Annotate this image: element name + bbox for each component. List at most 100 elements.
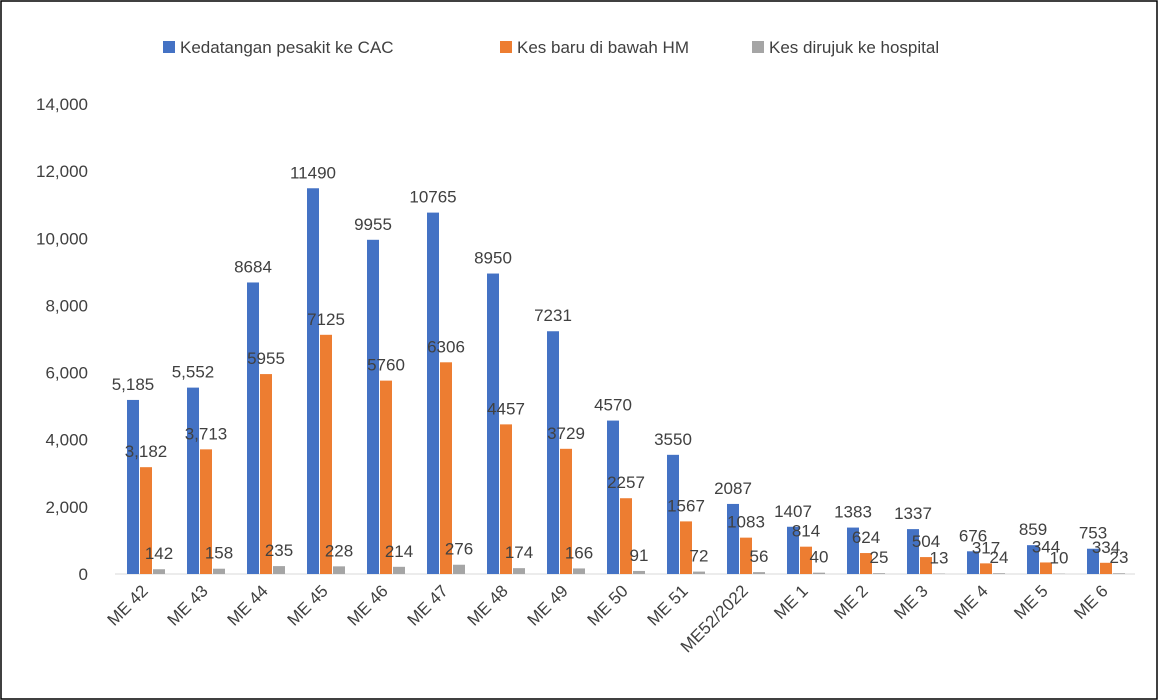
data-label: 4570 (594, 396, 632, 415)
data-label: 24 (990, 548, 1009, 567)
data-label: 2257 (607, 473, 645, 492)
data-label: 7231 (534, 306, 572, 325)
bar (200, 449, 212, 574)
data-label: 624 (852, 528, 880, 547)
bar (787, 526, 799, 574)
bar (367, 239, 379, 574)
legend-label: Kedatangan pesakit ke CAC (180, 38, 394, 57)
data-label: 166 (565, 543, 593, 562)
bar (380, 380, 392, 574)
bar (920, 557, 932, 574)
bar (260, 374, 272, 574)
data-label: 91 (630, 546, 649, 565)
legend-label: Kes dirujuk ke hospital (769, 38, 939, 57)
bar (860, 553, 872, 574)
y-tick-label: 12,000 (36, 162, 88, 181)
bar (633, 570, 645, 574)
bar (813, 572, 825, 574)
data-label: 56 (750, 547, 769, 566)
data-label: 7125 (307, 310, 345, 329)
data-label: 5,552 (172, 363, 215, 382)
data-label: 25 (870, 548, 889, 567)
legend-swatch (163, 41, 175, 53)
bar (333, 566, 345, 574)
bar (1100, 562, 1112, 574)
data-label: 8684 (234, 257, 272, 276)
data-label: 23 (1110, 548, 1129, 567)
data-label: 5760 (367, 356, 405, 375)
bar (607, 420, 619, 574)
legend-swatch (752, 41, 764, 53)
bar (213, 568, 225, 574)
bar (273, 566, 285, 574)
bar (800, 546, 812, 574)
y-tick-label: 8,000 (45, 296, 88, 315)
data-label: 1383 (834, 503, 872, 522)
bar (307, 188, 319, 574)
y-tick-label: 14,000 (36, 95, 88, 114)
bar (547, 331, 559, 574)
data-label: 228 (325, 541, 353, 560)
bar (907, 529, 919, 574)
y-tick-label: 6,000 (45, 364, 88, 383)
data-label: 174 (505, 543, 533, 562)
data-label: 1407 (774, 502, 812, 521)
data-label: 334 (1092, 538, 1120, 557)
data-label: 1083 (727, 513, 765, 532)
bar (487, 273, 499, 574)
data-label: 814 (792, 522, 820, 541)
bar (980, 563, 992, 574)
bar (847, 527, 859, 574)
data-label: 9955 (354, 215, 392, 234)
data-label: 158 (205, 544, 233, 563)
data-label: 235 (265, 541, 293, 560)
data-label: 8950 (474, 249, 512, 268)
bar (1113, 573, 1125, 574)
bar (560, 448, 572, 574)
bar (1027, 545, 1039, 574)
data-label: 4457 (487, 399, 525, 418)
data-label: 6306 (427, 337, 465, 356)
bar (427, 212, 439, 574)
data-label: 753 (1079, 524, 1107, 543)
data-label: 5,185 (112, 375, 155, 394)
data-label: 10765 (409, 188, 456, 207)
legend-label: Kes baru di bawah HM (517, 38, 689, 57)
data-label: 276 (445, 540, 473, 559)
data-label: 10 (1050, 549, 1069, 568)
data-label: 504 (912, 532, 940, 551)
bar (667, 454, 679, 574)
bar (247, 282, 259, 574)
data-label: 3,182 (125, 442, 168, 461)
data-label: 2087 (714, 479, 752, 498)
data-label: 40 (810, 548, 829, 567)
data-label: 317 (972, 538, 1000, 557)
data-label: 13 (930, 549, 949, 568)
data-label: 676 (959, 526, 987, 545)
bar (693, 571, 705, 574)
data-label: 3729 (547, 424, 585, 443)
data-label: 859 (1019, 520, 1047, 539)
bar (153, 569, 165, 574)
bar (967, 551, 979, 574)
bar (1087, 548, 1099, 574)
y-tick-label: 0 (79, 565, 88, 584)
data-label: 214 (385, 542, 413, 561)
bar (320, 334, 332, 574)
bar (993, 573, 1005, 574)
data-label: 142 (145, 544, 173, 563)
bar (393, 566, 405, 574)
y-tick-label: 2,000 (45, 498, 88, 517)
bar (620, 498, 632, 574)
bar (127, 399, 139, 574)
data-label: 1337 (894, 504, 932, 523)
data-label: 3,713 (185, 424, 228, 443)
bar (573, 568, 585, 574)
bar (1040, 562, 1052, 574)
bar (453, 564, 465, 574)
bar (187, 387, 199, 574)
bar (873, 573, 885, 574)
